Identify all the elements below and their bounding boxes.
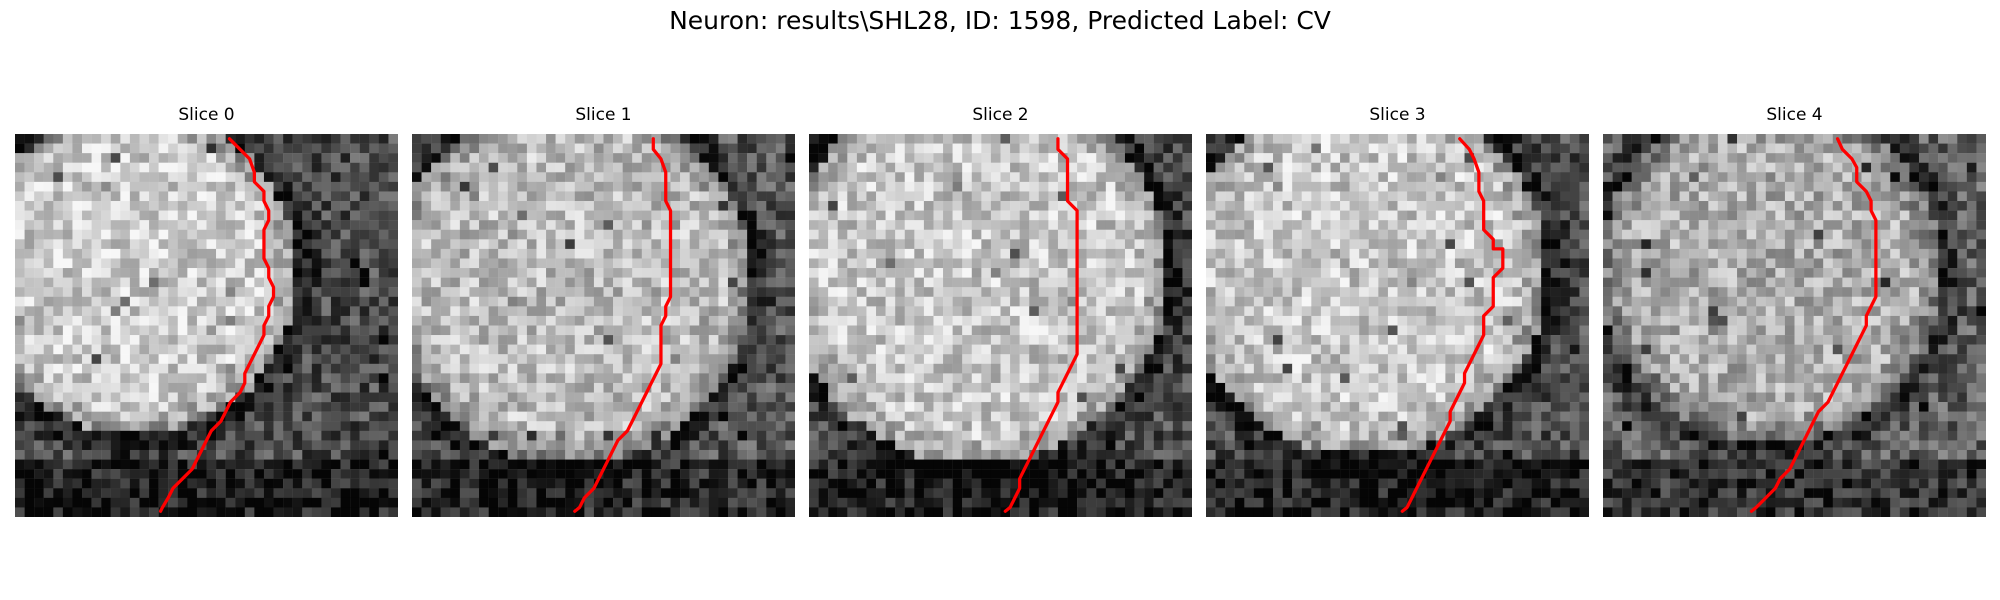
slice-image bbox=[15, 134, 398, 517]
boundary-contour bbox=[1400, 137, 1505, 513]
slice-title: Slice 3 bbox=[1369, 105, 1426, 125]
slice-image bbox=[1603, 134, 1986, 517]
boundary-contour bbox=[573, 137, 673, 513]
slice-image bbox=[809, 134, 1192, 517]
slice-title: Slice 2 bbox=[972, 105, 1029, 125]
slice-title: Slice 0 bbox=[178, 105, 235, 125]
boundary-contour bbox=[1003, 137, 1079, 513]
slice-panel-2: Slice 2 bbox=[809, 105, 1192, 517]
slice-panel-1: Slice 1 bbox=[412, 105, 795, 517]
slice-title: Slice 1 bbox=[575, 105, 632, 125]
boundary-contour bbox=[158, 137, 276, 513]
slice-image bbox=[412, 134, 795, 517]
slice-panel-0: Slice 0 bbox=[15, 105, 398, 517]
slice-panel-4: Slice 4 bbox=[1603, 105, 1986, 517]
slice-image bbox=[1206, 134, 1589, 517]
boundary-contour bbox=[1749, 137, 1878, 513]
figure-title: Neuron: results\SHL28, ID: 1598, Predict… bbox=[669, 6, 1331, 35]
slice-panel-3: Slice 3 bbox=[1206, 105, 1589, 517]
slice-title: Slice 4 bbox=[1766, 105, 1823, 125]
